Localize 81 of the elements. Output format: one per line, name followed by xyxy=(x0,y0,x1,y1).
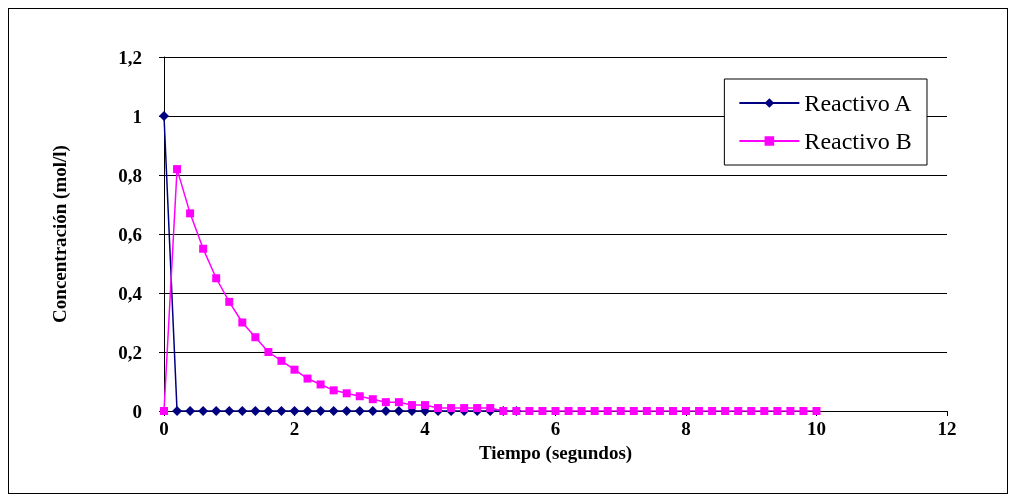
y-tick-label: 1,2 xyxy=(118,46,142,68)
point xyxy=(342,389,351,398)
point xyxy=(747,407,756,415)
y-tick-label: 0,4 xyxy=(118,282,143,304)
point xyxy=(355,392,364,401)
point xyxy=(264,348,273,356)
point xyxy=(198,406,209,416)
point xyxy=(525,407,534,415)
point xyxy=(199,244,208,253)
point xyxy=(695,407,704,415)
y-tick-label: 1 xyxy=(132,105,142,127)
point xyxy=(786,407,795,415)
point xyxy=(186,209,195,218)
point xyxy=(538,407,547,415)
point xyxy=(173,165,182,174)
point xyxy=(277,356,286,365)
point xyxy=(603,407,612,415)
point xyxy=(590,407,599,415)
x-tick-label: 8 xyxy=(681,418,691,439)
point xyxy=(303,374,312,383)
point xyxy=(799,407,808,415)
legend-label: Reactivo A xyxy=(804,90,913,116)
point xyxy=(421,401,429,410)
point xyxy=(289,406,300,416)
x-axis-title: Tiempo (segundos) xyxy=(478,441,633,464)
point xyxy=(237,406,248,416)
point xyxy=(812,407,821,415)
point xyxy=(250,406,261,416)
point xyxy=(564,407,573,415)
x-tick-label: 2 xyxy=(289,418,300,439)
point xyxy=(551,407,560,415)
point xyxy=(394,398,403,407)
point xyxy=(734,407,743,415)
x-tick-label: 10 xyxy=(807,418,826,439)
point xyxy=(212,274,221,283)
point xyxy=(185,406,196,416)
point xyxy=(224,406,235,416)
point xyxy=(773,407,782,415)
y-tick-label: 0,2 xyxy=(118,341,142,363)
point xyxy=(616,407,625,415)
x-tick-label: 4 xyxy=(420,418,431,439)
x-tick-label: 0 xyxy=(159,418,169,439)
point xyxy=(172,406,183,416)
point xyxy=(367,406,378,416)
point xyxy=(368,395,377,404)
point xyxy=(380,406,391,416)
x-tick-label: 6 xyxy=(550,418,561,439)
point xyxy=(225,297,234,306)
point xyxy=(629,407,638,415)
point xyxy=(316,380,325,389)
point xyxy=(341,406,352,416)
point xyxy=(354,406,365,416)
point xyxy=(760,407,769,415)
point xyxy=(328,406,339,416)
y-tick-label: 0 xyxy=(132,400,142,422)
point xyxy=(302,406,313,416)
y-axis-title: Concentración (mol/l) xyxy=(49,145,71,323)
point xyxy=(642,407,651,415)
point xyxy=(290,365,299,374)
point xyxy=(393,406,404,416)
point xyxy=(276,406,287,416)
point xyxy=(159,111,169,121)
point xyxy=(381,398,390,407)
point xyxy=(668,407,677,415)
y-tick-label: 0,8 xyxy=(118,164,142,186)
point xyxy=(407,401,416,410)
x-tick-label: 12 xyxy=(937,418,957,439)
point xyxy=(682,407,690,415)
y-tick-label: 0,6 xyxy=(118,223,142,245)
point xyxy=(315,406,326,416)
point xyxy=(211,406,222,416)
point xyxy=(577,407,586,415)
point xyxy=(263,406,274,416)
legend-label: Reactivo B xyxy=(804,128,912,154)
point xyxy=(708,407,717,415)
point xyxy=(329,386,338,395)
point xyxy=(238,318,247,327)
point xyxy=(160,407,168,415)
point xyxy=(721,407,730,415)
point xyxy=(655,407,664,415)
point xyxy=(251,333,260,342)
